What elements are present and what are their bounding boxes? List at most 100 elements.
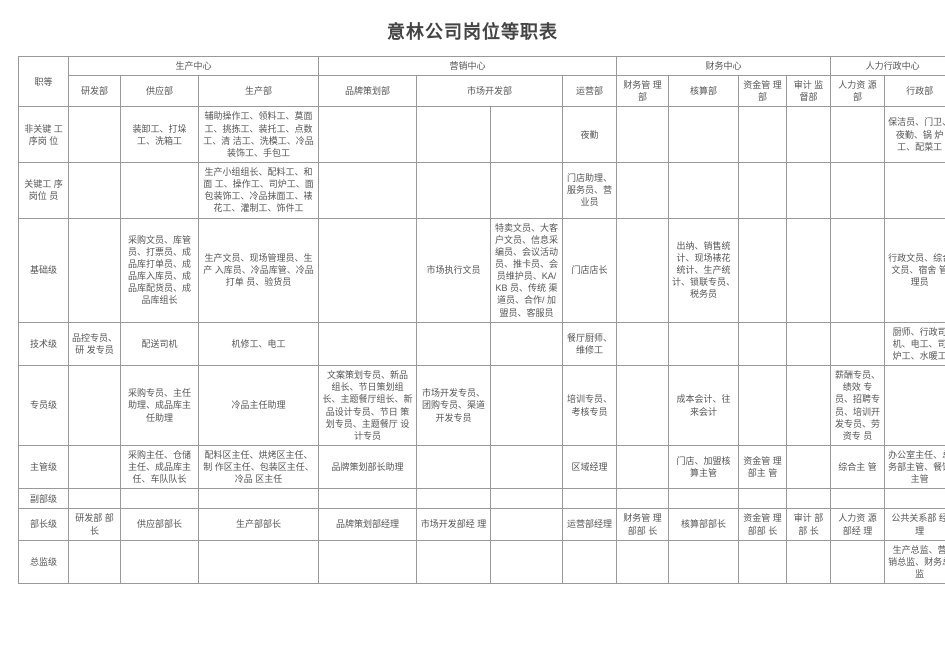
- cell: [831, 489, 885, 509]
- dept-ops: 运营部: [563, 76, 617, 107]
- cell: [669, 540, 739, 583]
- dept-market: 市场开发部: [417, 76, 563, 107]
- cell: [417, 107, 491, 163]
- cell: [199, 540, 319, 583]
- dept-hr: 人力资 源部: [831, 76, 885, 107]
- cell: 成本会计、往 来会计: [669, 366, 739, 446]
- cell: [831, 322, 885, 365]
- level-label: 总监级: [19, 540, 69, 583]
- cell: [617, 366, 669, 446]
- cell: [787, 218, 831, 322]
- cell: [319, 162, 417, 218]
- cell: 出纳、销售统 计、现场裱花 统计、生产统计、锁联专员、税务员: [669, 218, 739, 322]
- dept-fin: 财务管 理部: [617, 76, 669, 107]
- cell: 配料区主任、烘烤区主任、制 作区主任、包装区主任、冷品 区主任: [199, 445, 319, 488]
- cell: 文案策划专员、新品 组长、节日策划组 长、主题餐厅组长、新品设计专员、节日 策划…: [319, 366, 417, 446]
- cell: 门店店长: [563, 218, 617, 322]
- job-grade-table-page: 意林公司岗位等职表 职等 生产中心 营销中心 财务中心 人力行政中心 研发部 供…: [0, 0, 945, 668]
- cell: 资金管 理部部 长: [739, 509, 787, 540]
- cell: [617, 489, 669, 509]
- header-row-depts: 研发部 供应部 生产部 品牌策划部 市场开发部 运营部 财务管 理部 核算部 资…: [19, 76, 945, 107]
- cell: [491, 509, 563, 540]
- cell: [617, 540, 669, 583]
- cell: [739, 489, 787, 509]
- level-label: 副部级: [19, 489, 69, 509]
- cell: 生产小组组长、配料工、和面 工、操作工、司炉工、面包装饰工、冷品抹面工、裱 花工…: [199, 162, 319, 218]
- cell: 装卸工、打垛 工、洗箱工: [121, 107, 199, 163]
- dept-admin: 行政部: [885, 76, 945, 107]
- cell: [121, 162, 199, 218]
- cell: [319, 322, 417, 365]
- cell: [617, 445, 669, 488]
- cell: 机修工、电工: [199, 322, 319, 365]
- page-title: 意林公司岗位等职表: [18, 18, 927, 44]
- table-row: 部长级 研发部 部长 供应部部长 生产部部长 品牌策划部经理 市场开发部经 理 …: [19, 509, 945, 540]
- center-hr-admin: 人力行政中心: [831, 57, 945, 76]
- cell: [831, 218, 885, 322]
- table-row: 总监级 生产总监、营 销总监、财务总监: [19, 540, 945, 583]
- cell: [831, 162, 885, 218]
- cell: 餐厅厨师、维修工: [563, 322, 617, 365]
- cell: [319, 489, 417, 509]
- cell: [669, 162, 739, 218]
- cell: [491, 322, 563, 365]
- cell: 运营部经理: [563, 509, 617, 540]
- table-row: 非关键 工序岗 位 装卸工、打垛 工、洗箱工 辅助操作工、领料工、莫面工、挑拣工…: [19, 107, 945, 163]
- cell: 保洁员、门卫、夜勤、锅 炉工、配菜工: [885, 107, 945, 163]
- cell: 生产总监、营 销总监、财务总监: [885, 540, 945, 583]
- cell: 综合主 管: [831, 445, 885, 488]
- cell: [491, 366, 563, 446]
- level-label: 关键工 序岗位 员: [19, 162, 69, 218]
- cell: [739, 540, 787, 583]
- cell: [69, 366, 121, 446]
- cell: 夜勤: [563, 107, 617, 163]
- cell: [491, 489, 563, 509]
- cell: [69, 107, 121, 163]
- cell: [417, 162, 491, 218]
- level-label: 非关键 工序岗 位: [19, 107, 69, 163]
- cell: 市场开发部经 理: [417, 509, 491, 540]
- cell: [417, 322, 491, 365]
- cell: 冷品主任助理: [199, 366, 319, 446]
- cell: [739, 107, 787, 163]
- cell: 市场执行文员: [417, 218, 491, 322]
- table-row: 专员级 采购专员、主任 助理、成品库主 任助理 冷品主任助理 文案策划专员、新品…: [19, 366, 945, 446]
- cell: [787, 107, 831, 163]
- cell: 门店助理、服务员、营业员: [563, 162, 617, 218]
- cell: [669, 107, 739, 163]
- cell: [319, 218, 417, 322]
- cell: 生产文员、现场管理员、生产 入库员、冷品库管、冷品打单 员、验货员: [199, 218, 319, 322]
- cell: [885, 162, 945, 218]
- cell: 厨师、行政司 机、电工、司 炉工、水暖工: [885, 322, 945, 365]
- cell: [669, 489, 739, 509]
- cell: 品牌策划部长助理: [319, 445, 417, 488]
- level-label: 主管级: [19, 445, 69, 488]
- table-row: 技术级 品控专员、研 发专员 配送司机 机修工、电工 餐厅厨师、维修工 厨师、行…: [19, 322, 945, 365]
- cell: [417, 445, 491, 488]
- cell: [787, 162, 831, 218]
- level-label: 专员级: [19, 366, 69, 446]
- center-marketing: 营销中心: [319, 57, 617, 76]
- cell: [491, 162, 563, 218]
- cell: [491, 445, 563, 488]
- cell: [885, 489, 945, 509]
- cell: [69, 540, 121, 583]
- cell: [787, 366, 831, 446]
- cell: [69, 445, 121, 488]
- dept-supply: 供应部: [121, 76, 199, 107]
- cell: 配送司机: [121, 322, 199, 365]
- cell: 资金管 理部主 管: [739, 445, 787, 488]
- cell: [831, 107, 885, 163]
- cell: 辅助操作工、领料工、莫面工、挑拣工、装托工、点数工、清 洁工、洗模工、冷品装饰工…: [199, 107, 319, 163]
- cell: 门店、加盟核 算主管: [669, 445, 739, 488]
- cell: [885, 366, 945, 446]
- cell: 生产部部长: [199, 509, 319, 540]
- cell: 采购专员、主任 助理、成品库主 任助理: [121, 366, 199, 446]
- cell: 培训专员、考核专员: [563, 366, 617, 446]
- table-row: 主管级 采购主任、仓储 主任、成品库主 任、车队队长 配料区主任、烘烤区主任、制…: [19, 445, 945, 488]
- cell: 品控专员、研 发专员: [69, 322, 121, 365]
- cell: [739, 322, 787, 365]
- cell: [739, 218, 787, 322]
- cell: 核算部部长: [669, 509, 739, 540]
- table-row: 基础级 采购文员、库管 员、打票员、成 品库打单员、成 品库入库员、成 品库配货…: [19, 218, 945, 322]
